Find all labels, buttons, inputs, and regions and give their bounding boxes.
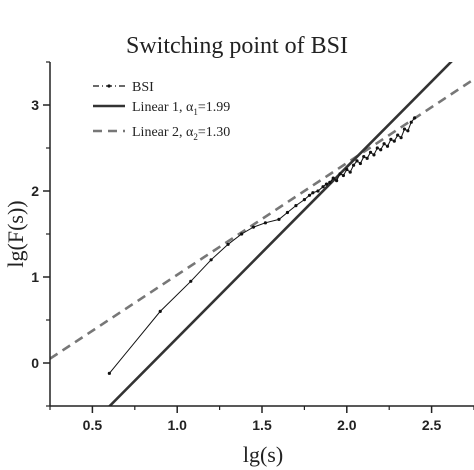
data-point-bsi — [355, 159, 359, 163]
plot-area: 0.5 1.0 1.5 2.0 2.5 0 1 2 3 — [31, 61, 474, 433]
legend-label-bsi: BSI — [132, 80, 154, 95]
data-point-bsi — [285, 210, 290, 215]
y-tick-label: 2 — [31, 183, 39, 199]
y-axis-label: lg(F(s)) — [3, 200, 28, 267]
x-tick-label: 1.0 — [167, 417, 187, 433]
x-tick-label: 1.5 — [252, 417, 272, 433]
data-point-bsi — [158, 309, 162, 313]
data-point-bsi — [362, 155, 366, 159]
data-point-bsi — [399, 136, 403, 140]
data-point-bsi — [402, 127, 407, 131]
y-tick-label: 3 — [31, 97, 39, 113]
data-point-bsi — [379, 148, 383, 152]
data-point-bsi — [358, 161, 362, 166]
series-layer — [50, 62, 474, 406]
x-tick-label: 2.5 — [422, 417, 442, 433]
data-point-bsi — [338, 172, 342, 176]
legend: BSI Linear 1, α1=1.99 Linear 2, α2=1.30 — [93, 80, 230, 142]
legend-label-linear-1: Linear 1, α1=1.99 — [132, 100, 230, 117]
series-line-bsi — [109, 117, 415, 374]
data-point-bsi — [392, 139, 396, 143]
data-point-bsi — [324, 182, 329, 186]
data-point-bsi — [311, 191, 315, 195]
data-point-bsi — [263, 221, 267, 225]
tick-layer: 0.5 1.0 1.5 2.0 2.5 0 1 2 3 — [31, 61, 474, 433]
series-line-linear-1 — [107, 62, 453, 406]
data-point-bsi — [375, 146, 379, 150]
data-point-bsi — [385, 144, 390, 148]
data-point-bsi — [302, 198, 306, 202]
data-point-bsi — [321, 185, 325, 189]
data-point-bsi — [389, 137, 393, 141]
data-point-bsi — [331, 176, 335, 180]
legend-marker-bsi — [107, 84, 111, 88]
y-tick-label: 0 — [31, 355, 39, 371]
data-point-bsi — [251, 225, 256, 229]
data-point-bsi — [382, 142, 386, 146]
legend-item-linear-1: Linear 1, α1=1.99 — [93, 100, 230, 117]
data-point-bsi — [277, 217, 281, 221]
data-point-bsi — [396, 133, 400, 137]
data-point-bsi — [226, 242, 230, 246]
data-point-bsi — [307, 193, 312, 197]
data-point-bsi — [294, 204, 298, 208]
series-line-linear-2 — [50, 78, 474, 360]
data-point-bsi — [372, 153, 376, 157]
x-tick-label: 0.5 — [83, 417, 103, 433]
y-tick-label: 1 — [31, 269, 39, 285]
data-point-bsi — [368, 150, 373, 154]
data-point-bsi — [409, 120, 413, 124]
data-point-bsi — [413, 116, 417, 120]
legend-label-linear-2: Linear 2, α2=1.30 — [132, 125, 230, 142]
data-point-bsi — [328, 180, 332, 184]
data-point-bsi — [189, 279, 193, 283]
x-tick-label: 2.0 — [337, 417, 357, 433]
data-point-bsi — [316, 189, 320, 193]
data-point-bsi — [406, 129, 410, 133]
data-point-bsi — [365, 156, 369, 160]
data-point-bsi — [341, 173, 346, 178]
data-point-bsi — [348, 170, 352, 174]
data-point-bsi — [345, 167, 349, 172]
data-point-bsi — [209, 258, 213, 262]
x-axis-label: lg(s) — [243, 442, 283, 467]
data-point-bsi — [335, 179, 339, 183]
data-point-bsi — [107, 371, 111, 375]
data-point-bsi — [351, 163, 356, 167]
chart-title: Switching point of BSI — [126, 33, 348, 59]
data-point-bsi — [240, 232, 244, 236]
legend-item-bsi: BSI — [93, 80, 154, 95]
legend-item-linear-2: Linear 2, α2=1.30 — [93, 125, 230, 142]
